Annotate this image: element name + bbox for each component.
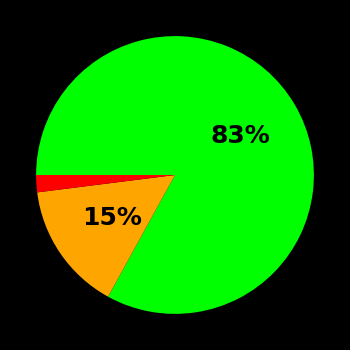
Wedge shape (36, 36, 314, 314)
Wedge shape (36, 175, 175, 192)
Wedge shape (37, 175, 175, 297)
Text: 15%: 15% (82, 206, 142, 230)
Text: 83%: 83% (211, 124, 271, 148)
